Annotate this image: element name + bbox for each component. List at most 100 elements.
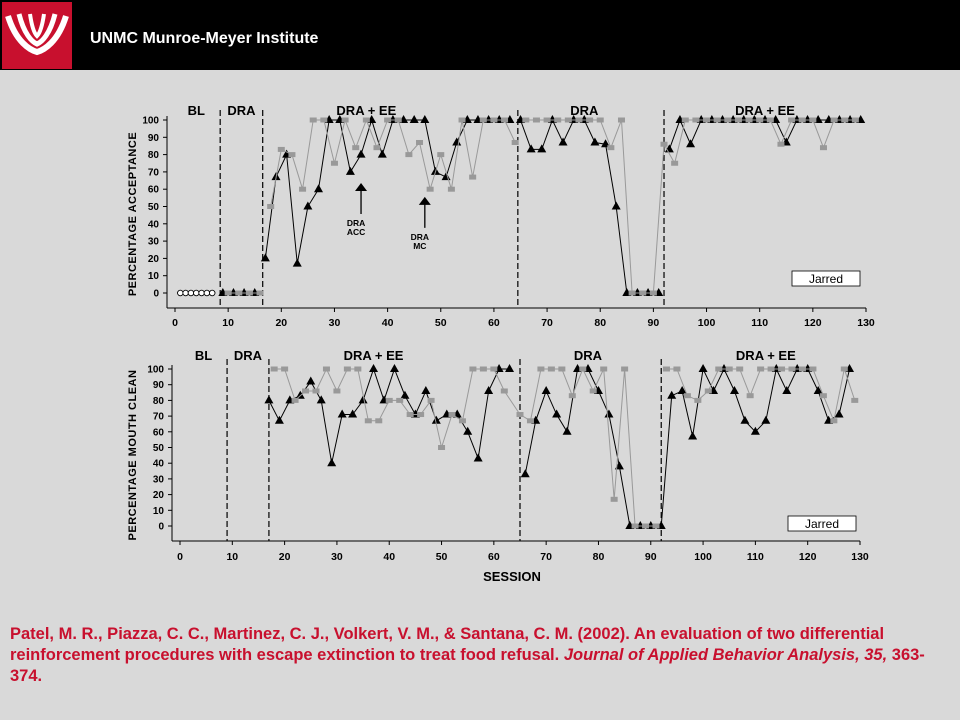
x-tick-label: 20 — [279, 551, 291, 563]
unmc-logo — [2, 2, 72, 69]
y-tick-label: 10 — [148, 271, 160, 282]
data-point-square — [309, 117, 317, 123]
data-point-square — [798, 117, 806, 123]
data-point-square — [809, 366, 817, 372]
data-point-triangle — [473, 453, 483, 462]
x-tick-label: 90 — [645, 551, 657, 563]
data-point-square — [469, 366, 477, 372]
data-point-square — [291, 397, 299, 403]
data-point-square — [543, 117, 551, 123]
data-point-square — [511, 139, 519, 145]
data-point-circle — [203, 289, 211, 297]
citation: Patel, M. R., Piazza, C. C., Martinez, C… — [10, 624, 950, 687]
series-line-triangle — [268, 367, 510, 464]
data-point-triangle — [813, 385, 823, 394]
data-point-square — [610, 496, 618, 502]
phase-label: BL — [188, 103, 205, 118]
data-point-square — [579, 366, 587, 372]
data-point-triangle — [740, 415, 750, 424]
x-tick-label: 0 — [172, 317, 178, 329]
data-point-triangle — [295, 390, 305, 399]
y-tick-label: 80 — [148, 150, 160, 161]
data-point-square — [526, 418, 534, 424]
data-point-triangle — [463, 426, 473, 435]
data-point-square — [830, 418, 838, 424]
data-point-triangle — [421, 385, 431, 394]
data-point-square — [607, 145, 615, 151]
data-point-triangle — [369, 364, 379, 372]
data-point-triangle — [260, 253, 270, 262]
data-point-triangle — [782, 385, 792, 394]
data-point-triangle — [505, 364, 515, 372]
data-point-square — [851, 397, 859, 403]
x-tick-label: 0 — [177, 551, 183, 563]
data-point-square — [267, 204, 275, 209]
data-point-triangle — [537, 144, 547, 153]
data-point-square — [479, 117, 487, 123]
data-point-triangle — [409, 115, 419, 123]
data-point-triangle — [264, 395, 274, 404]
data-point-square — [621, 366, 629, 372]
data-point-triangle — [834, 409, 844, 418]
y-tick-label: 40 — [148, 219, 160, 230]
data-point-square — [224, 290, 232, 296]
data-point-square — [757, 366, 765, 372]
data-point-circle — [177, 289, 184, 297]
data-point-square — [631, 523, 639, 529]
data-point-square — [788, 366, 796, 372]
data-point-triangle — [452, 137, 462, 146]
data-point-square — [458, 418, 466, 424]
x-tick-label: 40 — [382, 317, 394, 329]
x-tick-label: 40 — [383, 551, 395, 563]
data-point-square — [694, 397, 702, 403]
data-point-square — [767, 366, 775, 372]
chart-panel-1: 0 10 20 30 40 50 60 70 80 90 100 110 120 130 0 10 20 30 40… — [127, 103, 875, 329]
data-point-square — [245, 290, 253, 296]
data-point-square — [596, 117, 604, 123]
data-point-square — [352, 145, 360, 151]
phase-label: DRA + EE — [344, 348, 404, 363]
data-point-square — [649, 290, 657, 296]
x-tick-label: 60 — [488, 551, 500, 563]
data-point-square — [302, 388, 310, 394]
data-point-triangle — [292, 258, 302, 267]
x-tick-label: 130 — [857, 317, 875, 329]
data-point-circle — [208, 289, 216, 297]
data-point-triangle — [389, 364, 399, 372]
data-point-square — [628, 290, 636, 296]
data-point-square — [851, 117, 859, 123]
data-point-square — [532, 117, 540, 123]
data-point-square — [840, 366, 848, 372]
x-tick-label: 120 — [804, 317, 822, 329]
data-point-square — [281, 366, 289, 372]
data-point-square — [734, 117, 742, 123]
legend-label: Jarred — [805, 517, 839, 531]
data-point-square — [343, 366, 351, 372]
data-point-square — [479, 366, 487, 372]
y-axis-label: PERCENTAGE MOUTH CLEAN — [127, 370, 139, 541]
phase-label: DRA — [574, 348, 603, 363]
data-point-square — [322, 366, 330, 372]
annotation-label: ACC — [347, 227, 365, 237]
y-tick-label: 40 — [153, 459, 165, 470]
data-point-triangle — [327, 458, 337, 467]
data-point-square — [756, 117, 764, 123]
x-tick-label: 90 — [648, 317, 660, 329]
data-point-square — [516, 412, 524, 418]
data-point-triangle — [761, 415, 771, 424]
data-point-square — [715, 366, 723, 372]
data-point-square — [568, 393, 576, 399]
data-point-square — [427, 397, 435, 403]
data-point-square — [385, 397, 393, 403]
data-point-triangle — [520, 469, 530, 478]
y-tick-label: 10 — [153, 506, 165, 517]
data-point-triangle — [558, 137, 568, 146]
data-point-triangle — [431, 415, 441, 424]
data-point-square — [642, 523, 650, 529]
data-point-square — [600, 366, 608, 372]
data-point-square — [235, 290, 243, 296]
data-point-square — [788, 117, 796, 123]
data-point-triangle — [420, 115, 430, 123]
data-point-triangle — [316, 395, 326, 404]
phase-label: DRA — [570, 103, 599, 118]
